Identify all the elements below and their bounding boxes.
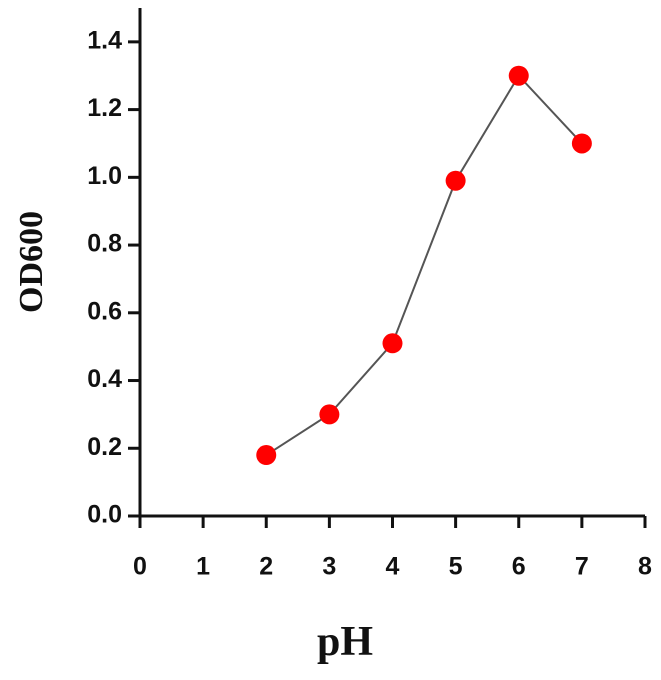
x-tick-label: 1 bbox=[196, 553, 210, 581]
data-point bbox=[382, 333, 403, 354]
x-tick-label: 4 bbox=[386, 553, 400, 581]
y-tick-label: 1.4 bbox=[87, 26, 122, 54]
y-tick-label: 0.8 bbox=[87, 230, 122, 258]
y-tick-label: 1.2 bbox=[87, 94, 122, 122]
y-tick-label: 0.4 bbox=[87, 365, 122, 393]
x-tick-label: 8 bbox=[638, 553, 652, 581]
x-tick-label: 5 bbox=[449, 553, 463, 581]
data-point bbox=[445, 170, 466, 191]
data-point bbox=[319, 404, 340, 425]
y-tick-label: 0.6 bbox=[87, 297, 122, 325]
x-tick-label: 2 bbox=[259, 553, 273, 581]
x-tick-label: 6 bbox=[512, 553, 526, 581]
y-tick-label: 1.0 bbox=[87, 162, 122, 190]
x-axis-label: pH bbox=[317, 619, 373, 665]
y-tick-label: 0.0 bbox=[87, 501, 122, 529]
y-tick-label: 0.2 bbox=[87, 433, 122, 461]
data-point bbox=[508, 65, 529, 86]
x-tick-label: 0 bbox=[133, 553, 147, 581]
data-point bbox=[571, 133, 592, 154]
y-axis-label: OD600 bbox=[13, 211, 50, 313]
data-point bbox=[256, 445, 277, 466]
x-tick-label: 7 bbox=[575, 553, 589, 581]
data-line bbox=[265, 74, 583, 456]
x-tick-label: 3 bbox=[322, 553, 336, 581]
